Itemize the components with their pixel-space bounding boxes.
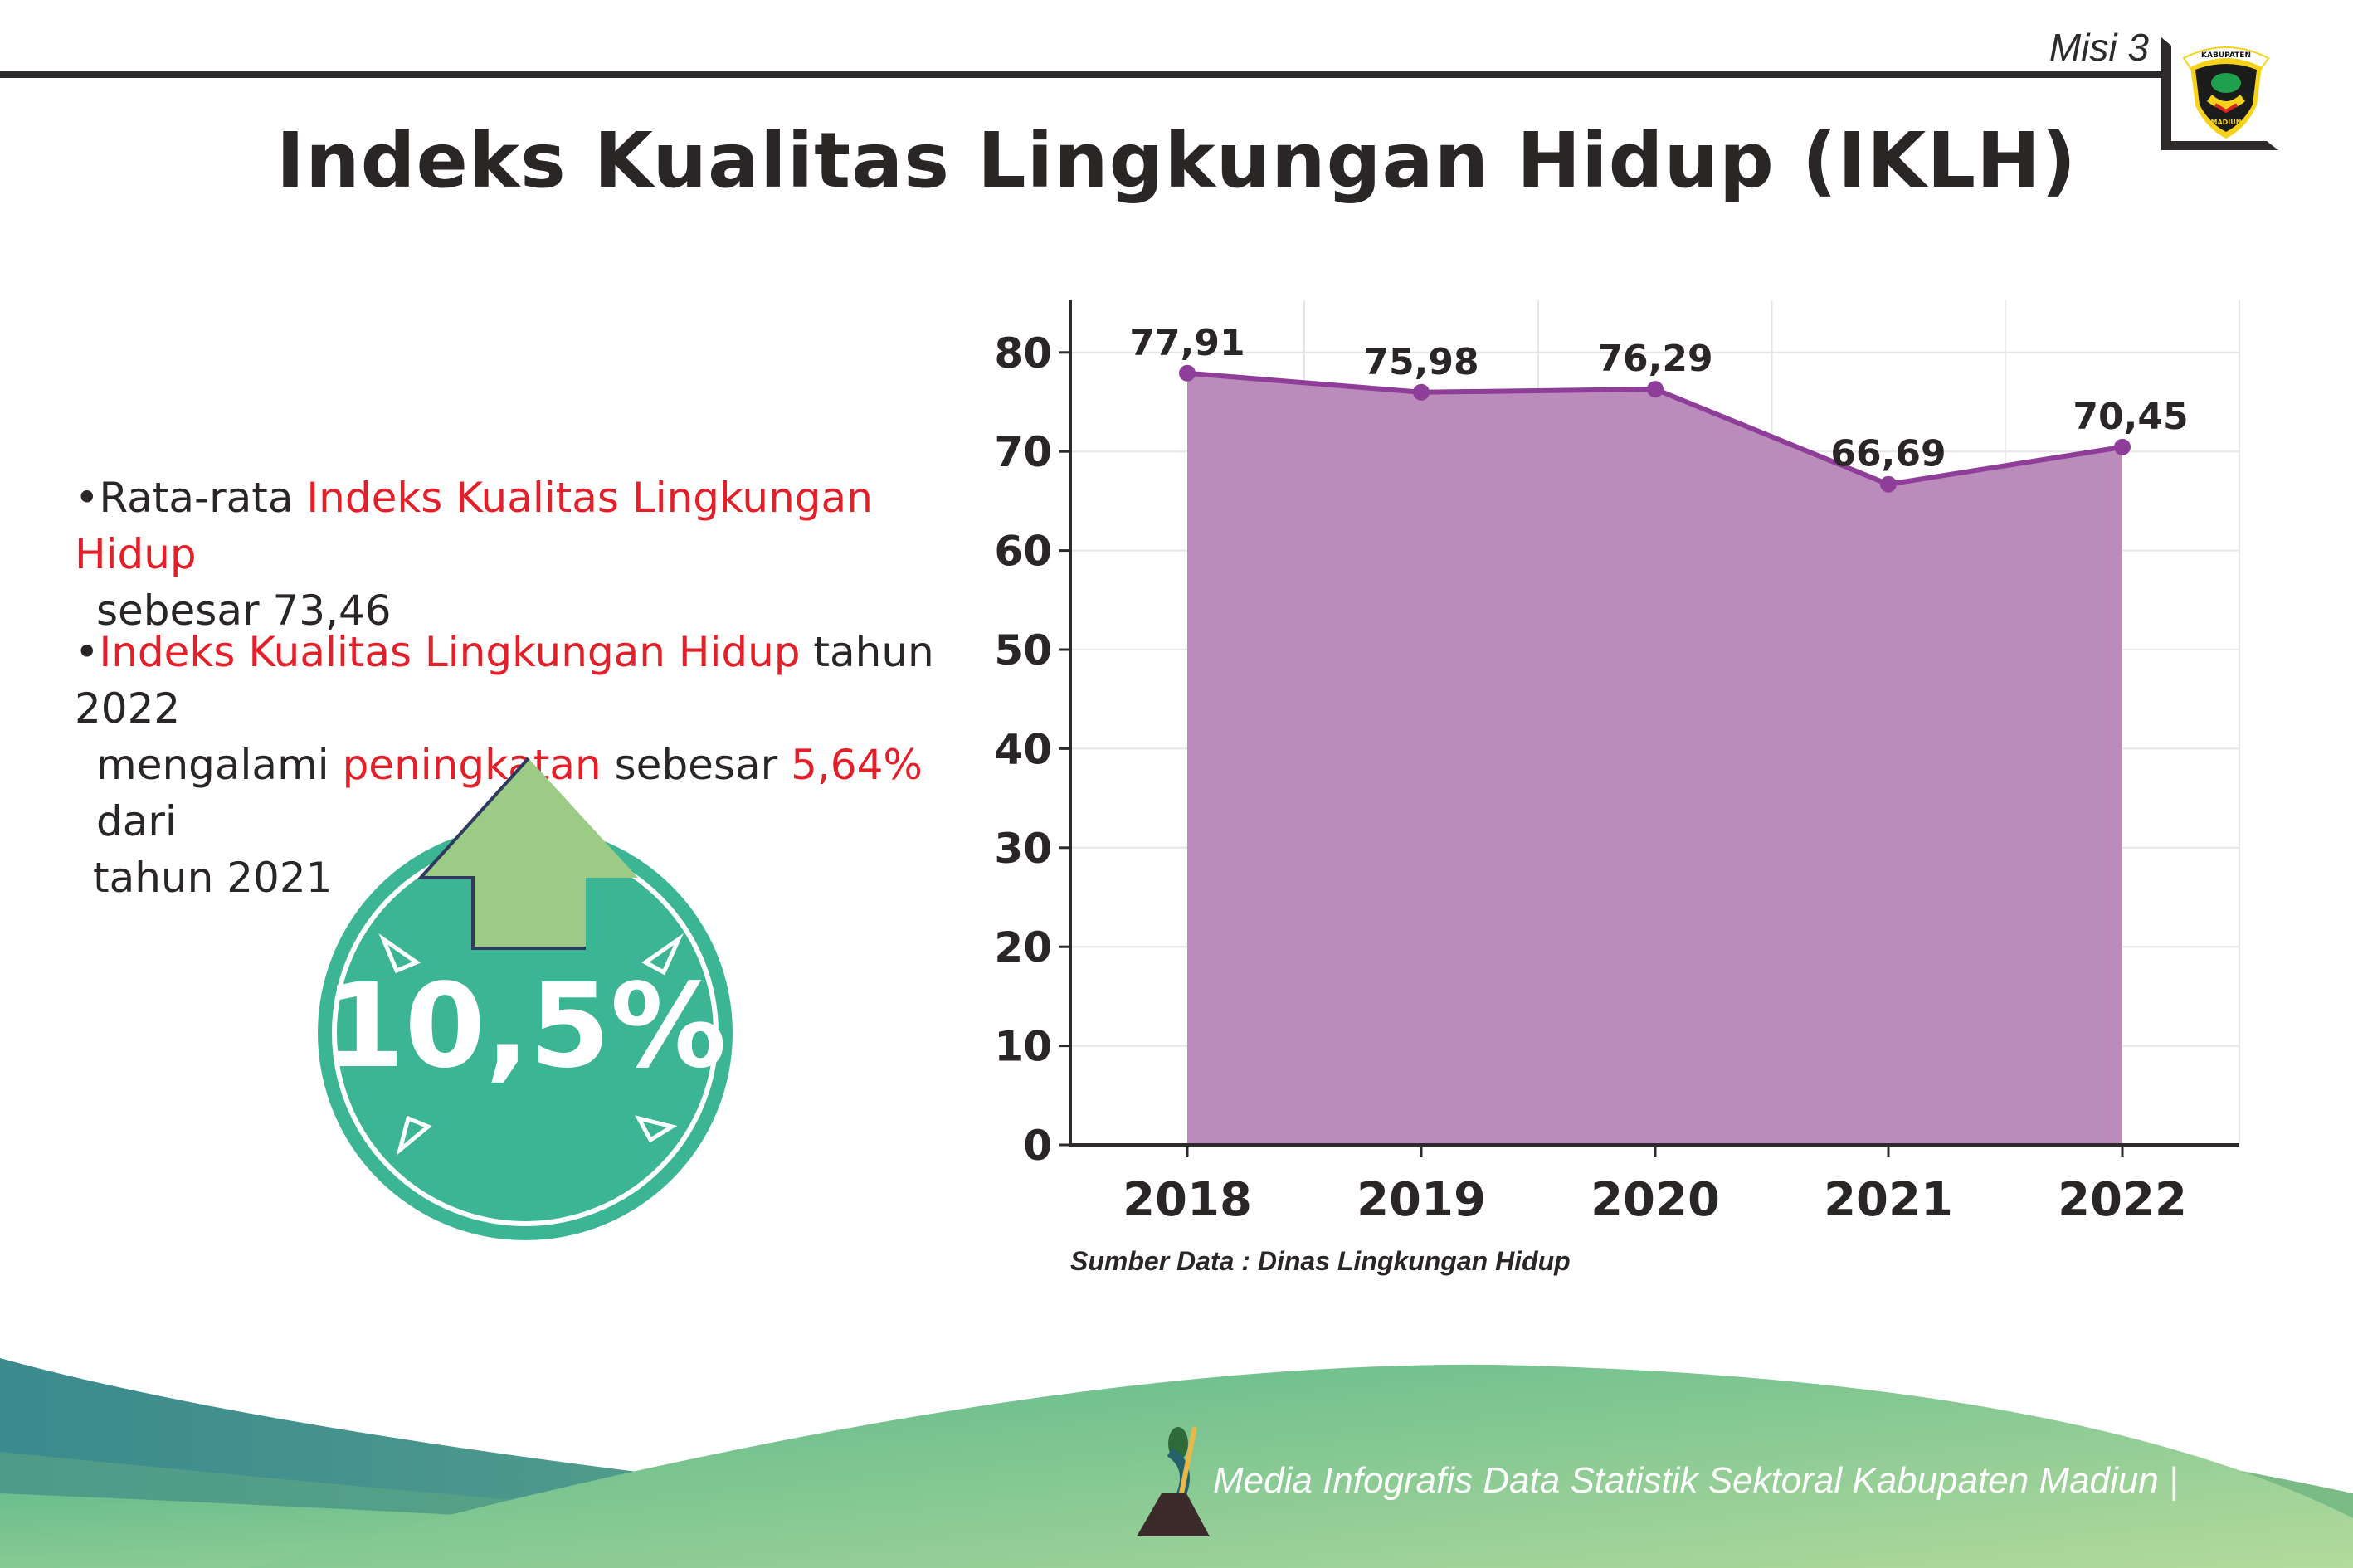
footer-text: Media Infografis Data Statistik Sektoral… (1213, 1460, 2179, 1501)
bullet-increase: •Indeks Kualitas Lingkungan Hidup tahun … (75, 628, 934, 902)
data-point (1413, 383, 1430, 401)
data-point (1179, 364, 1196, 382)
bullet-average: •Rata-rata Indeks Kualitas Lingkungan Hi… (75, 474, 873, 635)
footer-logo-icon (1137, 1426, 1210, 1536)
x-tick-label: 2018 (1123, 1173, 1252, 1227)
iklh-area-chart: 0 10 20 30 40 50 60 70 80 77,91 2018 75,98 2019 76,29… (994, 300, 2240, 1227)
growth-badge: 10,5% (318, 757, 733, 1240)
up-arrow-icon (417, 757, 638, 950)
x-tick-label: 2019 (1357, 1173, 1486, 1227)
y-tick-label: 30 (994, 825, 1052, 873)
data-point (2114, 438, 2131, 455)
data-label: 75,98 (1363, 341, 1479, 383)
y-tick-label: 60 (994, 528, 1052, 576)
x-tick-label: 2022 (2058, 1173, 2187, 1227)
y-tick-label: 80 (994, 329, 1052, 377)
sparkle-triangles-icon (378, 933, 684, 1156)
mission-label: Misi 3 (2049, 26, 2149, 69)
source-note: Sumber Data : Dinas Lingkungan Hidup (1070, 1246, 1571, 1276)
y-tick-label: 20 (994, 923, 1052, 971)
data-point (1647, 381, 1664, 398)
kabupaten-madiun-emblem-icon: KABUPATEN MADIUN (2182, 46, 2270, 139)
area-fill (1187, 373, 2122, 1145)
page-title: Indeks Kualitas Lingkungan Hidup (IKLH) (275, 116, 2078, 205)
svg-text:KABUPATEN: KABUPATEN (2201, 51, 2251, 60)
x-tick-label: 2020 (1591, 1173, 1720, 1227)
y-tick-label: 10 (994, 1023, 1052, 1071)
y-tick-label: 50 (994, 626, 1052, 674)
header-rule (0, 71, 2161, 78)
x-tick-label: 2021 (1824, 1173, 1953, 1227)
y-tick-label: 40 (994, 725, 1052, 773)
data-label: 77,91 (1129, 322, 1245, 364)
data-label: 76,29 (1597, 338, 1712, 380)
data-point (1880, 475, 1897, 493)
data-label: 66,69 (1830, 433, 1946, 475)
svg-text:MADIUN: MADIUN (2211, 119, 2242, 126)
data-label: 70,45 (2073, 396, 2188, 438)
y-tick-label: 70 (994, 428, 1052, 476)
badge-value: 10,5% (324, 959, 727, 1094)
footer-wave (0, 1358, 2353, 1568)
y-tick-label: 0 (1023, 1122, 1052, 1170)
